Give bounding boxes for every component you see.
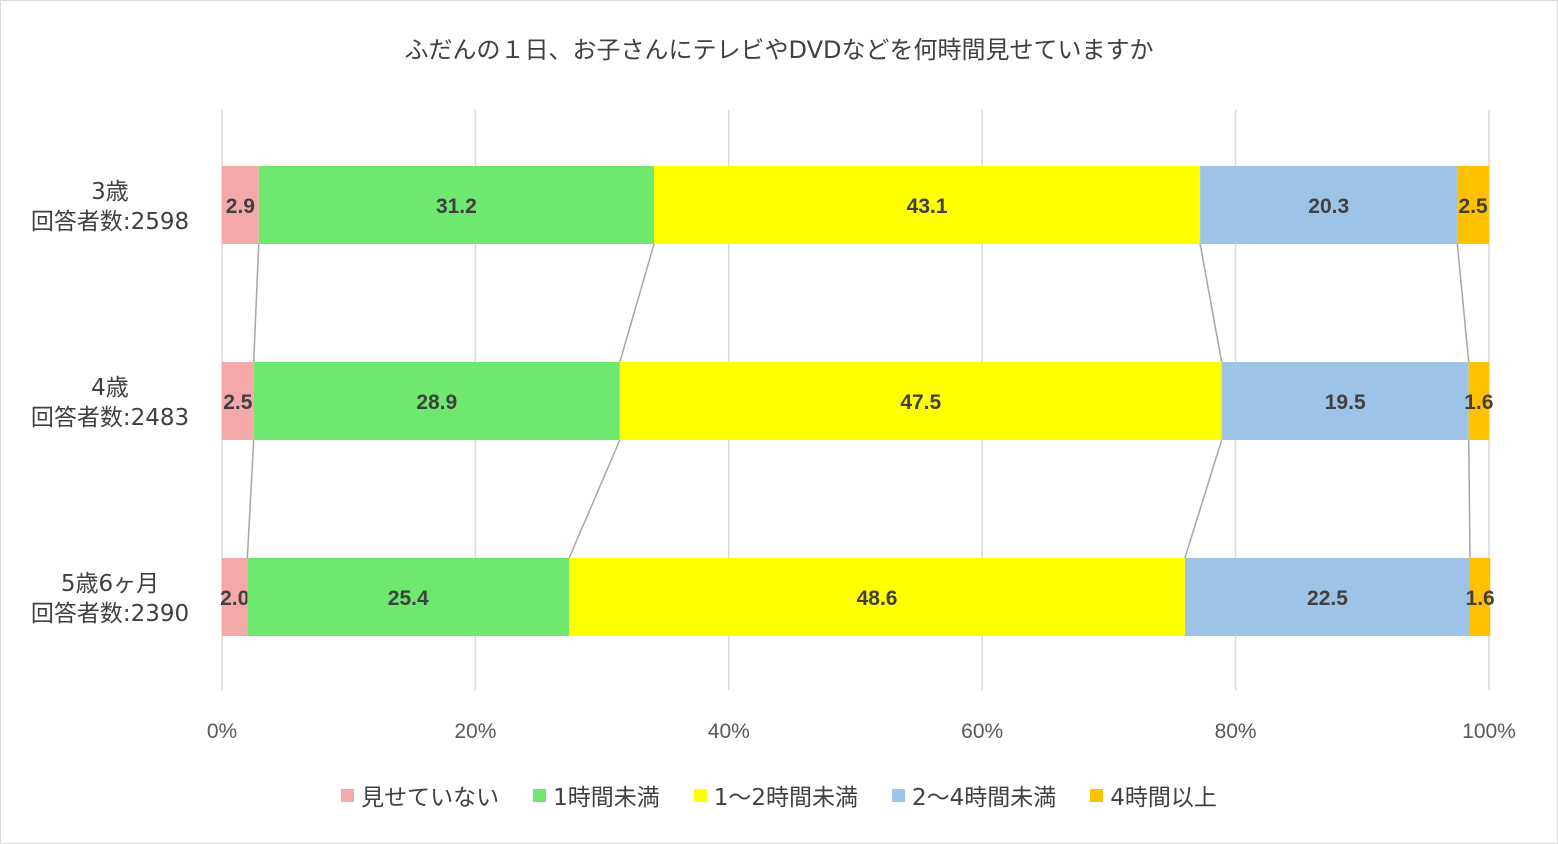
data-label: 47.5 [900, 391, 941, 414]
x-tick-label: 60% [961, 720, 1003, 743]
bar-segment [1457, 166, 1489, 244]
bar-segment [258, 166, 655, 244]
bar-segment [619, 362, 1222, 440]
category-label: 3歳回答者数:2598 [31, 179, 189, 235]
data-label: 43.1 [907, 195, 948, 218]
legend-label: 見せていない [361, 785, 500, 811]
bar-segment [1184, 558, 1470, 636]
bar-segment [253, 362, 620, 440]
bar-segment [1468, 362, 1489, 440]
x-tick-label: 0% [207, 720, 237, 743]
legend-label: 1時間未満 [553, 785, 660, 811]
legend-swatch [533, 788, 547, 802]
data-label: 2.0 [220, 587, 249, 610]
bar-segment [654, 166, 1201, 244]
data-label: 20.3 [1308, 195, 1349, 218]
series-line [246, 439, 255, 559]
series-line [1456, 243, 1470, 363]
legend-label: 1〜2時間未満 [713, 785, 858, 811]
bar-segment [222, 166, 259, 244]
bar-segment [247, 558, 570, 636]
bar-segment [569, 558, 1185, 636]
legend-swatch [341, 788, 355, 802]
data-label: 1.6 [1464, 391, 1493, 414]
bar-segment [1469, 558, 1491, 636]
legend-item: 見せていない [341, 778, 499, 812]
legend-swatch [892, 788, 905, 802]
legend-label: 2〜4時間未満 [912, 785, 1057, 811]
data-label: 25.4 [388, 587, 429, 610]
legend-item: 1時間未満 [533, 778, 660, 812]
category-label: 4歳回答者数:2483 [31, 375, 189, 431]
chart-legend: 見せていない 1時間未満 1〜2時間未満 2〜4時間未満 4時間以上 [0, 778, 1558, 812]
bar-segment [222, 362, 254, 440]
x-tick-label: 20% [454, 720, 496, 743]
data-label: 2.9 [226, 195, 255, 218]
chart-title: ふだんの１日、お子さんにテレビやDVDなどを何時間見せていますか [404, 36, 1154, 64]
legend-swatch [1090, 788, 1104, 802]
series-line [1199, 243, 1223, 363]
bar-segment [222, 558, 248, 636]
legend-item: 2〜4時間未満 [892, 778, 1056, 812]
series-line [252, 243, 260, 363]
legend-label: 4時間以上 [1110, 785, 1217, 811]
legend-item: 1〜2時間未満 [693, 778, 858, 812]
legend-item: 4時間以上 [1090, 778, 1217, 812]
x-tick-label: 40% [708, 720, 750, 743]
data-label: 2.5 [1459, 195, 1489, 218]
series-line [619, 243, 655, 363]
bar-segment [1200, 166, 1458, 244]
data-label: 28.9 [416, 391, 457, 414]
bar-segment [1221, 362, 1469, 440]
category-label: 5歳6ヶ月回答者数:2390 [31, 571, 189, 627]
data-label: 31.2 [436, 195, 477, 218]
series-line [568, 439, 621, 559]
data-label: 1.6 [1466, 587, 1495, 610]
x-tick-label: 80% [1215, 720, 1257, 743]
x-tick-label: 100% [1462, 720, 1516, 743]
series-line [1184, 439, 1223, 559]
data-label: 2.5 [223, 391, 253, 414]
legend-swatch [693, 788, 707, 802]
series-line [1467, 439, 1471, 559]
data-label: 22.5 [1307, 587, 1348, 610]
data-label: 48.6 [857, 587, 898, 610]
data-label: 19.5 [1325, 391, 1366, 414]
